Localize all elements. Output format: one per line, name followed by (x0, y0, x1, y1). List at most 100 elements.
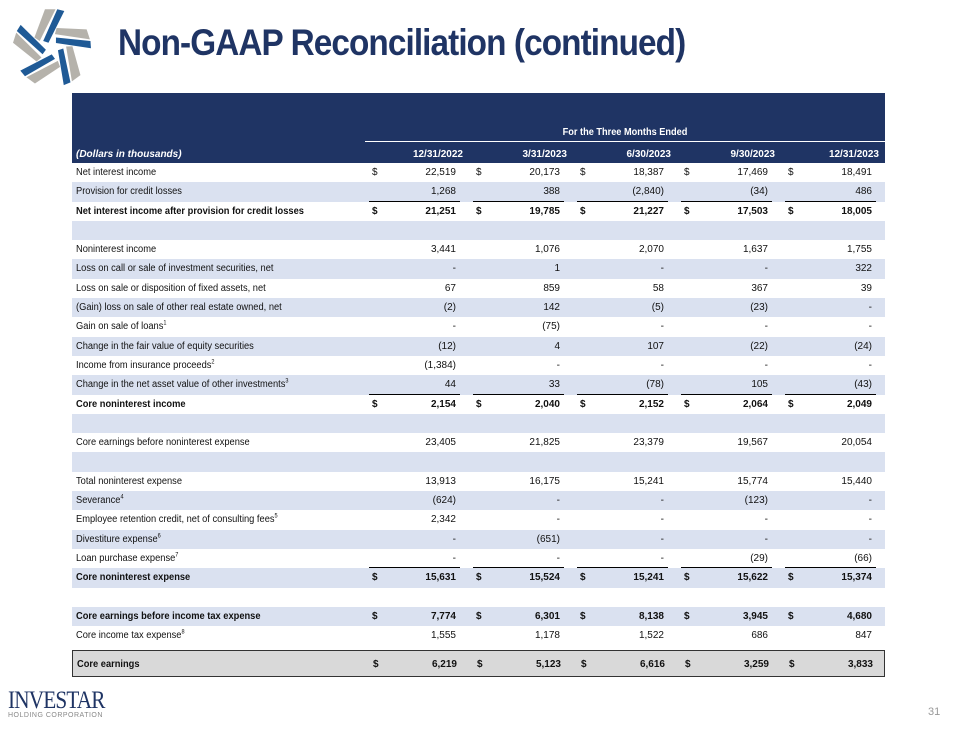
cell-value: 4 (554, 340, 560, 352)
row-label: Change in the net asset value of other i… (76, 375, 288, 394)
footnote-marker: 4 (120, 494, 124, 501)
cell-value: - (764, 514, 768, 526)
cell-value: 22,519 (425, 167, 456, 178)
value-cell: $5,123 (474, 651, 565, 676)
cell-value: (22) (750, 340, 768, 352)
dollar-sign: $ (476, 398, 482, 410)
value-cell: 44 (369, 375, 460, 395)
value-cell: 16,175 (473, 472, 564, 491)
value-cell: $6,219 (370, 651, 461, 676)
value-cell: 847 (785, 626, 876, 645)
dollar-sign: $ (685, 659, 691, 671)
value-cell: (34) (681, 182, 772, 202)
cell-value: 18,005 (841, 205, 872, 217)
value-cell: 859 (473, 279, 564, 298)
table-row: Loan purchase expense7 - - - (29) (66) (72, 549, 885, 569)
value-cell: (5) (577, 298, 668, 317)
cell-value: 15,622 (737, 572, 768, 584)
cell-value: 21,825 (529, 437, 560, 449)
cell-value: - (868, 514, 872, 526)
footnote-marker: 1 (163, 321, 167, 328)
value-cell: (75) (473, 317, 564, 336)
row-label-text: (Gain) loss on sale of other real estate… (76, 302, 282, 314)
value-cell: 2,070 (577, 240, 668, 259)
dollar-sign: $ (476, 205, 482, 217)
cell-value: - (660, 495, 664, 507)
cell-value: 17,469 (737, 167, 768, 178)
cell-value: 16,175 (529, 475, 560, 487)
row-label: Core earnings before income tax expense (76, 607, 261, 626)
cell-value: 21,227 (633, 205, 664, 217)
spacer-row (72, 588, 885, 607)
table-row: Net interest income after provision for … (72, 202, 885, 221)
cell-value: 6,301 (534, 610, 560, 622)
row-label-text: Noninterest income (76, 244, 157, 256)
value-cell: $19,785 (473, 202, 564, 221)
value-cell: (624) (369, 491, 460, 510)
cell-value: 15,374 (841, 572, 872, 584)
reconciliation-table: Net interest income $22,519 $20,173 $18,387… (72, 163, 885, 678)
cell-value: 15,440 (841, 475, 872, 487)
value-cell: - (681, 530, 772, 549)
cell-value: 7,774 (430, 610, 456, 622)
value-cell: 367 (681, 279, 772, 298)
cell-value: 686 (751, 630, 768, 642)
row-label: Total noninterest expense (76, 472, 182, 491)
table-row: Core noninterest expense $15,631 $15,524 $1… (72, 568, 885, 588)
row-label-text: Divestiture expense (76, 533, 158, 545)
dollar-sign: $ (476, 167, 482, 178)
row-label: Loan purchase expense7 (76, 549, 178, 568)
logo-subtext: HOLDING CORPORATION (8, 712, 103, 719)
row-label-text: Severance (76, 495, 121, 507)
dollar-sign: $ (580, 610, 586, 622)
row-label: (Gain) loss on sale of other real estate… (76, 298, 282, 317)
cell-value: 58 (652, 282, 664, 294)
value-cell: $6,616 (578, 651, 669, 676)
footnote-marker: 3 (285, 378, 289, 385)
value-cell: $8,138 (577, 607, 668, 626)
row-label: Employee retention credit, net of consul… (76, 510, 278, 529)
table-row: Income from insurance proceeds2 (1,384) - -… (72, 356, 885, 375)
cell-value: 847 (855, 630, 872, 642)
cell-value: - (868, 533, 872, 545)
cell-value: (34) (750, 186, 768, 198)
cell-value: 2,152 (638, 398, 664, 410)
cell-value: 23,405 (425, 437, 456, 449)
value-cell: 20,054 (785, 433, 876, 452)
cell-value: 5,123 (535, 659, 561, 671)
cell-value: - (452, 552, 456, 564)
cell-value: - (764, 359, 768, 371)
cell-value: 39 (860, 282, 872, 294)
row-label-text: Core noninterest expense (76, 572, 191, 584)
value-cell: - (369, 530, 460, 549)
dollar-sign: $ (476, 610, 482, 622)
table-row: Total noninterest expense 13,913 16,175 15,… (72, 472, 885, 491)
footnote-marker: 5 (274, 514, 278, 521)
value-cell: 15,440 (785, 472, 876, 491)
spacer-row (72, 452, 885, 472)
footnote-marker: 2 (211, 359, 215, 366)
period-span-header: For the Three Months Ended (562, 127, 688, 138)
cell-value: 20,054 (841, 437, 872, 449)
dollar-sign: $ (684, 167, 690, 178)
row-label: Income from insurance proceeds2 (76, 356, 215, 375)
value-cell: $6,301 (473, 607, 564, 626)
row-label-text: Employee retention credit, net of consul… (76, 514, 275, 526)
cell-value: 1,178 (534, 630, 560, 642)
value-cell: 19,567 (681, 433, 772, 452)
period-header: 3/31/2023 (522, 149, 568, 160)
table-row: Core noninterest income $2,154 $2,040 $2,15… (72, 395, 885, 414)
value-cell: 105 (681, 375, 772, 395)
cell-value: - (764, 263, 768, 275)
row-label: Loss on sale or disposition of fixed ass… (76, 279, 266, 298)
value-cell: (123) (681, 491, 772, 510)
dollar-sign: $ (372, 167, 378, 178)
cell-value: 2,040 (534, 398, 560, 410)
cell-value: 15,241 (633, 475, 664, 487)
row-label: Core noninterest income (76, 395, 186, 414)
cell-value: (1,384) (424, 359, 456, 371)
value-cell: $2,040 (473, 395, 564, 414)
row-label-text: Loan purchase expense (76, 552, 176, 564)
row-label: Core income tax expense8 (76, 626, 185, 645)
cell-value: 33 (548, 379, 560, 391)
